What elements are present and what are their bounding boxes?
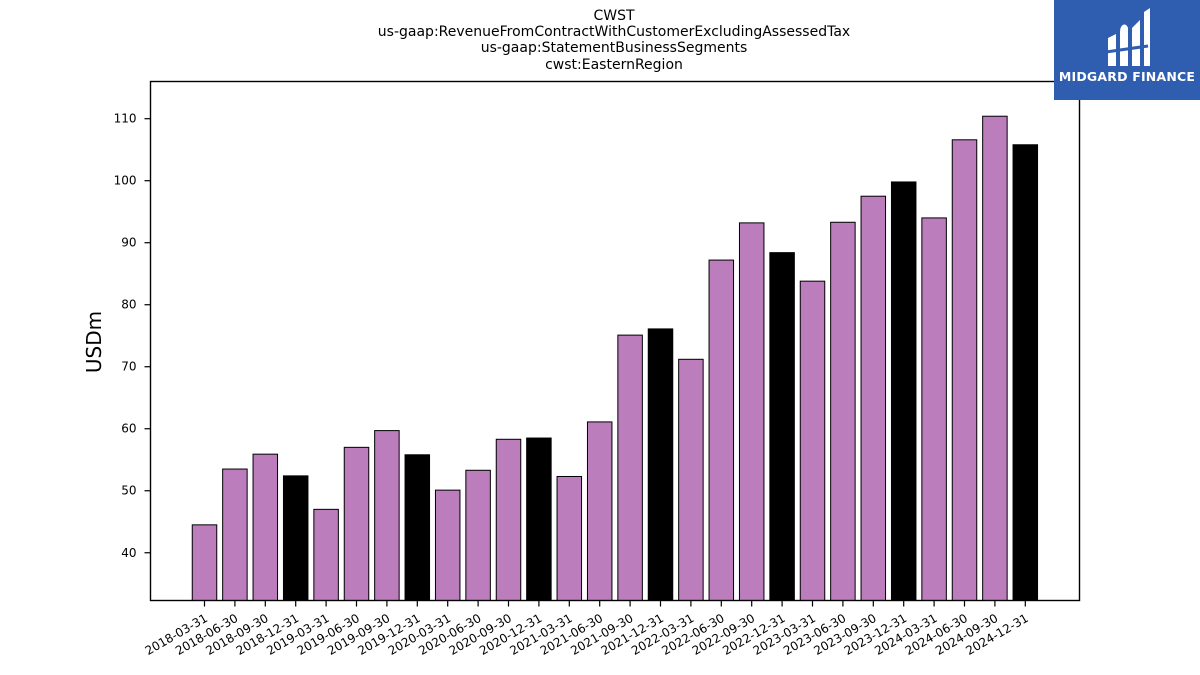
bar-2021-06-30 <box>586 421 613 602</box>
bar-2023-06-30 <box>830 221 856 601</box>
bar-2024-03-31 <box>921 217 947 601</box>
bar-2024-06-30 <box>951 139 978 601</box>
bar-2019-06-30 <box>343 446 370 601</box>
bar-2018-09-30 <box>252 453 279 601</box>
bar-2023-03-31 <box>799 280 826 601</box>
bar-2021-09-30 <box>617 334 643 601</box>
bar-2022-12-31 <box>769 252 795 601</box>
bar-2021-12-31 <box>647 328 674 601</box>
title-line-3: us-gaap:StatementBusinessSegments <box>481 40 748 56</box>
y-tick-label: 110 <box>114 112 137 126</box>
title-line-2: us-gaap:RevenueFromContractWithCustomerE… <box>378 24 850 40</box>
bar-2021-03-31 <box>556 475 583 601</box>
y-axis-ticks: 40 50 60 70 80 90 100 110 <box>114 112 151 560</box>
bar-2018-06-30 <box>222 468 248 602</box>
bar-2018-12-31 <box>282 475 309 601</box>
x-axis-ticks: 2018-03-312018-06-302018-09-302018-12-31… <box>143 600 1031 658</box>
bar-2023-09-30 <box>860 195 887 602</box>
y-tick-label: 80 <box>121 298 136 312</box>
plot-frame <box>149 80 1081 602</box>
logo-text: MIDGARD FINANCE <box>1058 69 1196 84</box>
title-line-4: cwst:EasternRegion <box>545 57 683 73</box>
bar-2019-09-30 <box>374 430 400 601</box>
y-tick-label: 70 <box>121 360 136 374</box>
y-tick-label: 90 <box>121 236 136 250</box>
bar-2019-12-31 <box>404 454 431 601</box>
midgard-logo-icon <box>1105 8 1150 66</box>
bar-2020-06-30 <box>465 469 491 601</box>
title-line-1: CWST <box>593 8 635 24</box>
bar-2019-03-31 <box>313 508 339 602</box>
bar-2023-12-31 <box>890 181 917 601</box>
chart-title: CWST us-gaap:RevenueFromContractWithCust… <box>378 8 850 73</box>
bar-2022-09-30 <box>738 222 765 601</box>
bar-2020-12-31 <box>526 437 552 602</box>
y-tick-label: 40 <box>121 546 136 560</box>
bar-2022-03-31 <box>678 358 704 602</box>
bar-2020-03-31 <box>434 489 461 602</box>
brand-logo: MIDGARD FINANCE <box>1054 0 1200 100</box>
y-axis-label: USDm <box>82 311 106 373</box>
bar-2022-06-30 <box>708 259 735 601</box>
bar-2020-09-30 <box>495 438 522 601</box>
y-tick-label: 60 <box>121 422 136 436</box>
bars-group <box>191 115 1039 602</box>
bar-2024-09-30 <box>982 115 1008 601</box>
bar-2018-03-31 <box>191 524 218 601</box>
y-tick-label: 50 <box>121 484 136 498</box>
y-tick-label: 100 <box>114 174 137 188</box>
bar-2024-12-31 <box>1012 144 1039 601</box>
